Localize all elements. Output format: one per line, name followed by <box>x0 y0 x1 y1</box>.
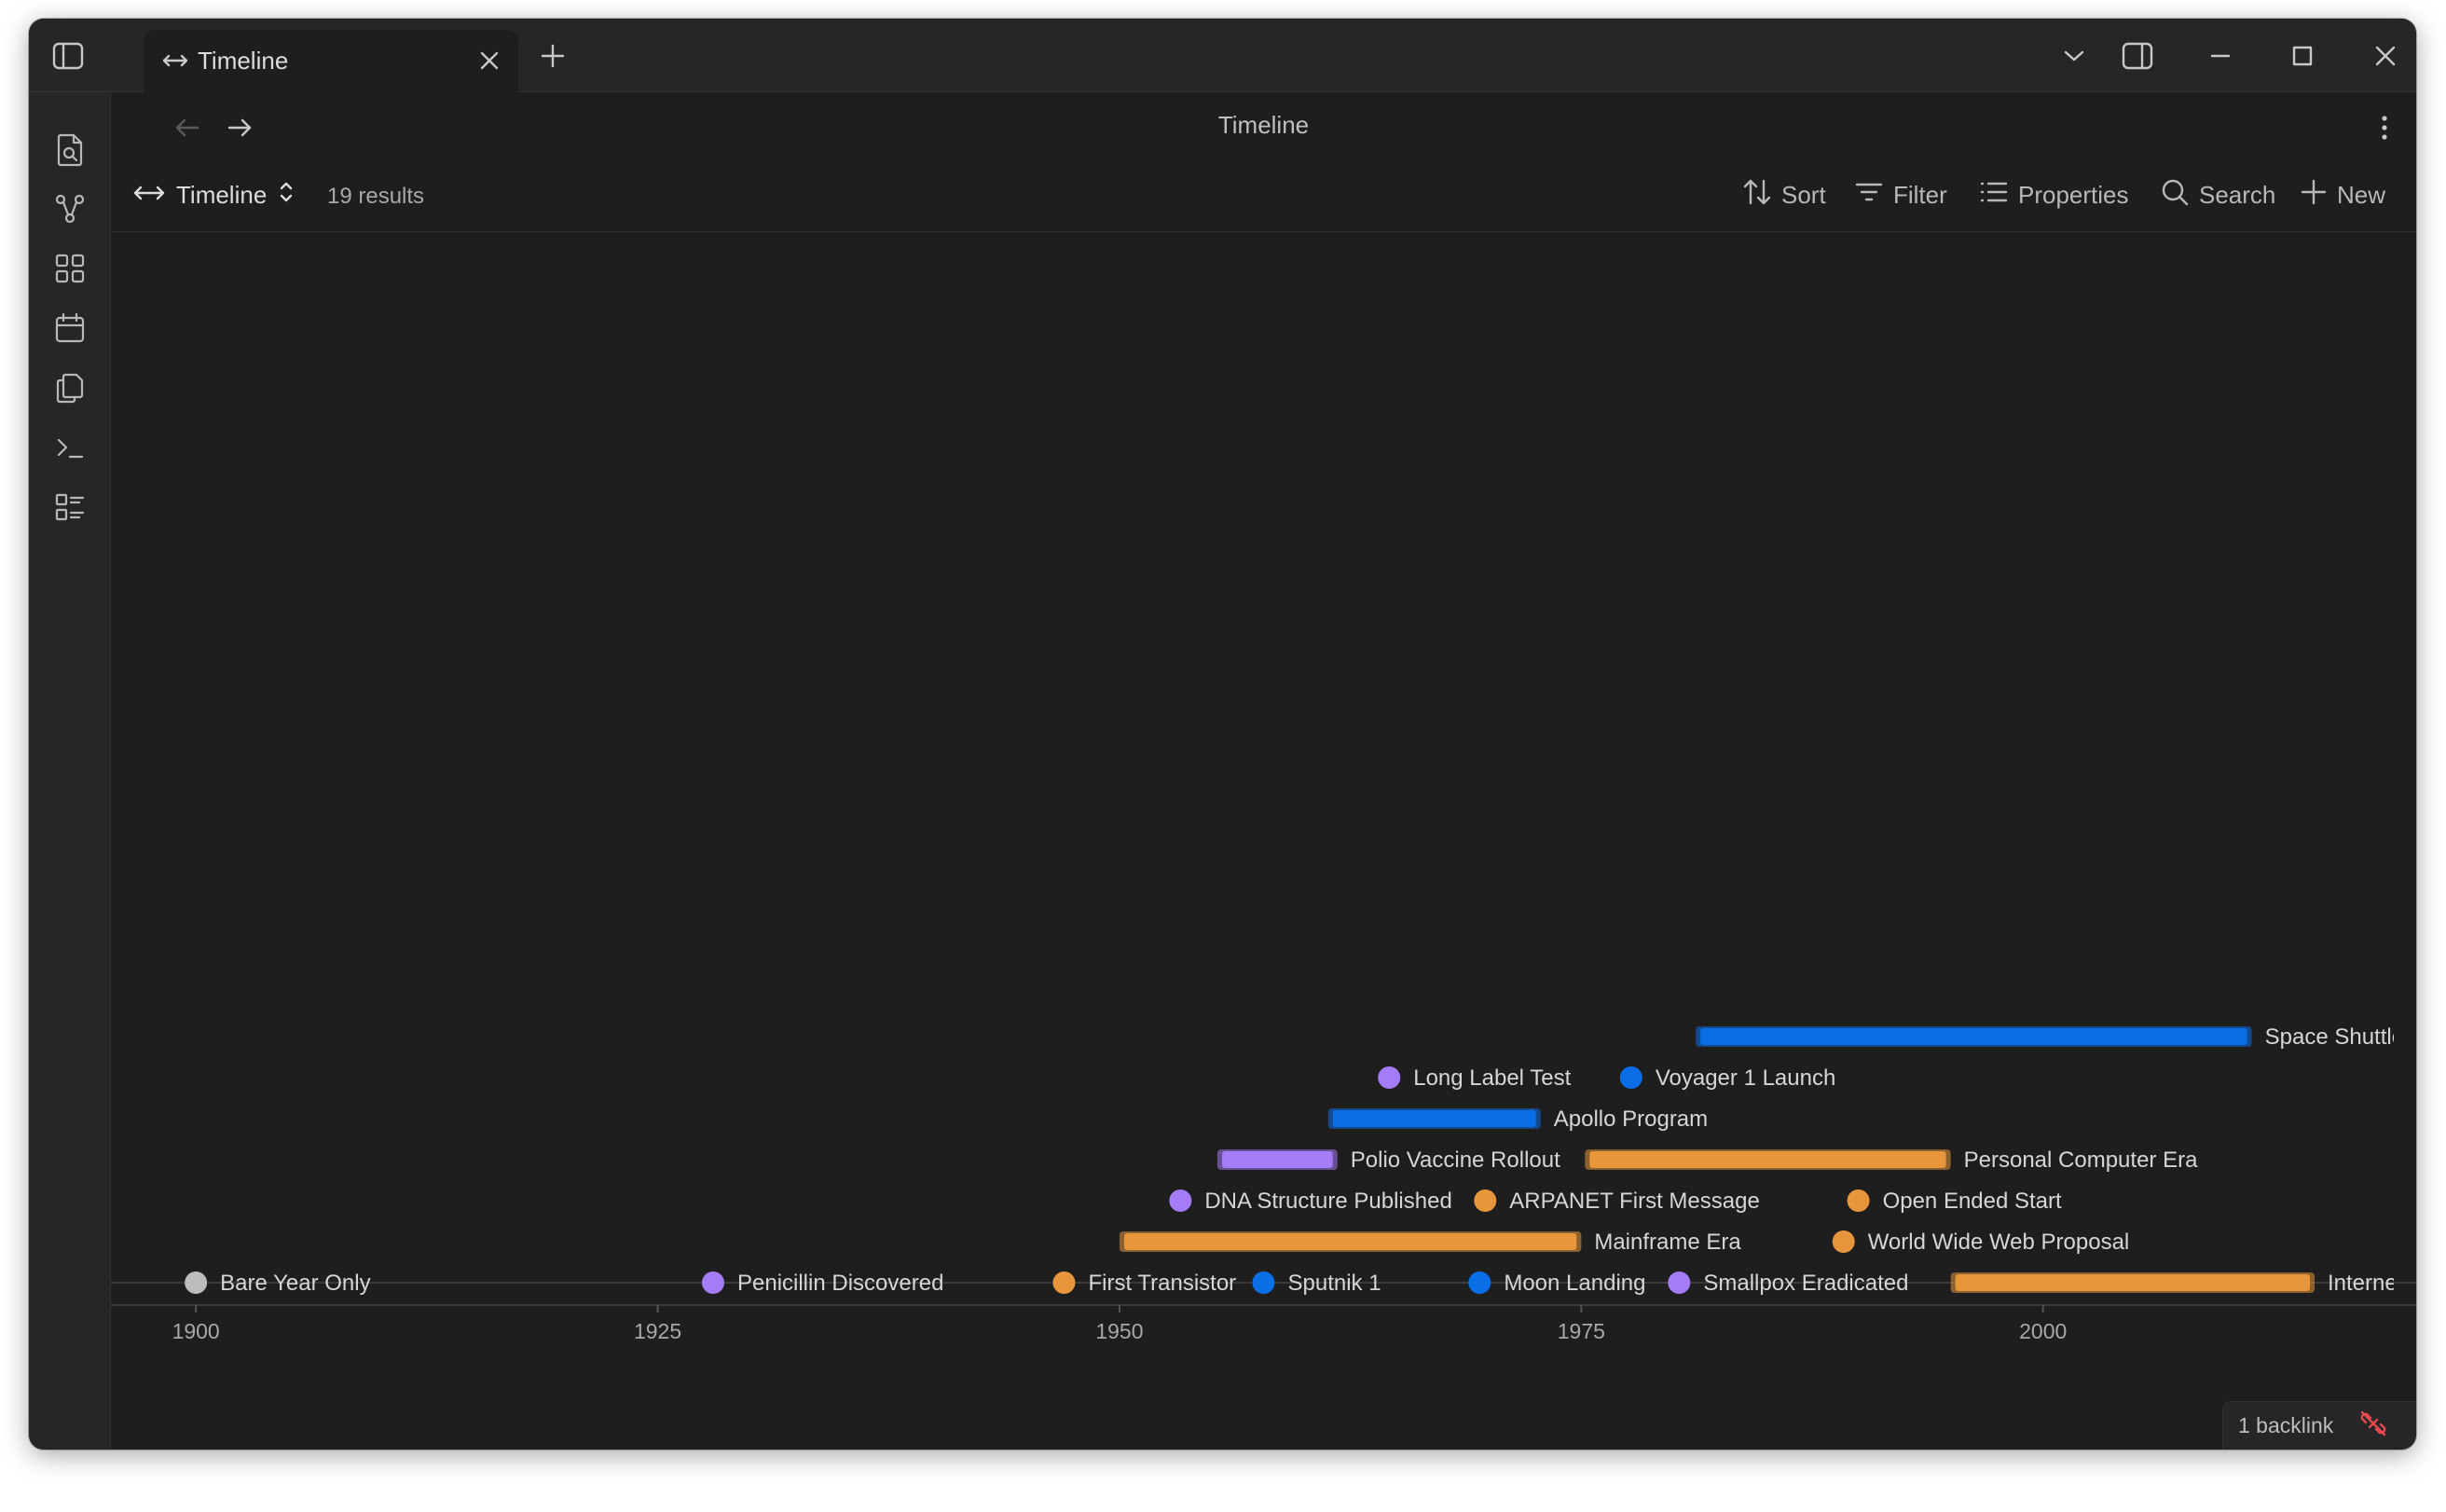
properties-label: Properties <box>2018 180 2129 209</box>
filter-button[interactable]: Filter <box>1854 176 1947 213</box>
properties-button[interactable]: Properties <box>1979 176 2129 213</box>
axis-tick-label: 1925 <box>634 1319 681 1343</box>
tab-timeline[interactable]: Timeline <box>144 30 518 92</box>
dashboard-grid-icon[interactable] <box>51 250 89 287</box>
event-dot[interactable] <box>1832 1230 1855 1253</box>
timeline-area: 1900 1925 1950 1975 2000 Bare Year Only Penici… <box>111 233 2416 1450</box>
copy-files-icon[interactable] <box>51 369 89 406</box>
maximize-icon[interactable] <box>2284 37 2321 75</box>
event-label[interactable]: Polio Vaccine Rollout <box>1351 1148 1560 1173</box>
timeline-chart: 1900 1925 1950 1975 2000 Bare Year Only Penici… <box>111 1024 2416 1343</box>
event-label[interactable]: Interne <box>2328 1271 2398 1296</box>
list-icon <box>1979 177 2009 213</box>
event-dot[interactable] <box>1619 1066 1642 1089</box>
event-bar[interactable] <box>1589 1151 1946 1168</box>
event-dot[interactable] <box>701 1271 724 1294</box>
event-label[interactable]: ARPANET First Message <box>1509 1189 1760 1214</box>
view-switcher-label: Timeline <box>176 180 268 209</box>
backlinks-indicator[interactable]: 1 backlink <box>2222 1401 2416 1450</box>
bases-toolbar: Timeline 19 results Sort Filter Properti… <box>111 161 2416 232</box>
event-dot[interactable] <box>1252 1271 1275 1294</box>
event-dot[interactable] <box>1468 1271 1491 1294</box>
search-icon <box>2160 177 2190 213</box>
close-tab-icon[interactable] <box>474 45 505 76</box>
tab-title: Timeline <box>198 47 289 75</box>
title-bar: Timeline <box>29 19 2416 92</box>
more-options-icon[interactable] <box>2366 109 2403 146</box>
event-label[interactable]: Long Label Test <box>1413 1065 1571 1091</box>
view-switcher[interactable]: Timeline <box>133 174 295 215</box>
event-dot[interactable] <box>1378 1066 1401 1089</box>
event-bar[interactable] <box>1955 1274 2311 1291</box>
results-count: 19 results <box>327 184 425 209</box>
new-button[interactable]: New <box>2300 176 2385 213</box>
event-bar[interactable] <box>1332 1110 1536 1127</box>
new-label: New <box>2337 180 2386 209</box>
search-button[interactable]: Search <box>2160 176 2275 213</box>
sort-icon <box>1742 177 1772 213</box>
terminal-icon[interactable] <box>51 429 89 466</box>
search-label: Search <box>2199 180 2276 209</box>
event-label[interactable]: Apollo Program <box>1554 1107 1708 1132</box>
event-label[interactable]: Voyager 1 Launch <box>1656 1065 1836 1091</box>
minimize-icon[interactable] <box>2202 37 2239 75</box>
event-label[interactable]: Open Ended Start <box>1883 1189 2062 1214</box>
event-label[interactable]: Bare Year Only <box>220 1271 370 1296</box>
file-search-icon[interactable] <box>51 131 89 169</box>
axis-tick-label: 1950 <box>1095 1319 1143 1343</box>
event-dot[interactable] <box>1169 1189 1192 1212</box>
arrows-horizontal-icon <box>133 181 165 210</box>
chevron-up-down-icon <box>278 180 295 211</box>
event-bar[interactable] <box>1221 1151 1333 1168</box>
left-ribbon <box>29 92 111 1450</box>
sort-button[interactable]: Sort <box>1742 176 1826 213</box>
event-dot[interactable] <box>185 1271 208 1294</box>
event-label[interactable]: Sputnik 1 <box>1288 1271 1381 1296</box>
new-tab-icon[interactable] <box>536 39 570 73</box>
event-dot[interactable] <box>1668 1271 1691 1294</box>
toggle-right-sidebar-icon[interactable] <box>2119 37 2156 75</box>
axis-tick-label: 2000 <box>2019 1319 2067 1343</box>
graph-view-icon[interactable] <box>51 190 89 227</box>
event-dot[interactable] <box>1474 1189 1497 1212</box>
event-label[interactable]: First Transistor <box>1088 1271 1236 1296</box>
event-bar[interactable] <box>1123 1233 1577 1250</box>
filter-icon <box>1854 177 1884 213</box>
event-label[interactable]: Mainframe Era <box>1594 1230 1741 1255</box>
event-dot[interactable] <box>1052 1271 1076 1294</box>
list-checks-icon[interactable] <box>51 488 89 526</box>
view-header: Timeline <box>111 92 2416 161</box>
event-label[interactable]: Personal Computer Era <box>1964 1148 2198 1173</box>
chevron-down-icon[interactable] <box>2057 39 2091 73</box>
toggle-sidebar-icon[interactable] <box>49 37 87 75</box>
event-bar[interactable] <box>1700 1028 2247 1045</box>
event-label[interactable]: World Wide Web Proposal <box>1868 1230 2130 1255</box>
sort-label: Sort <box>1781 180 1826 209</box>
axis-tick-label: 1975 <box>1558 1319 1605 1343</box>
app-window: Timeline <box>29 19 2416 1450</box>
plus-icon <box>2300 178 2328 213</box>
back-arrow-icon[interactable] <box>169 109 206 146</box>
close-window-icon[interactable] <box>2367 37 2404 75</box>
filter-label: Filter <box>1893 180 1947 209</box>
calendar-icon[interactable] <box>51 309 89 347</box>
timeline-events: Bare Year Only Penicillin Discovered First… <box>185 1024 2404 1296</box>
event-label[interactable]: Moon Landing <box>1504 1271 1645 1296</box>
axis-tick-label: 1900 <box>172 1319 220 1343</box>
event-label[interactable]: DNA Structure Published <box>1204 1189 1451 1214</box>
unlink-icon <box>2359 1409 2387 1443</box>
event-dot[interactable] <box>1847 1189 1870 1212</box>
view-title: Timeline <box>1217 111 1310 139</box>
event-label[interactable]: Space Shuttle <box>2265 1024 2404 1050</box>
forward-arrow-icon[interactable] <box>221 109 258 146</box>
arrows-horizontal-icon <box>162 47 188 79</box>
backlinks-label: 1 backlink <box>2238 1413 2334 1437</box>
event-label[interactable]: Penicillin Discovered <box>737 1271 943 1296</box>
event-label[interactable]: Smallpox Eradicated <box>1703 1271 1908 1296</box>
